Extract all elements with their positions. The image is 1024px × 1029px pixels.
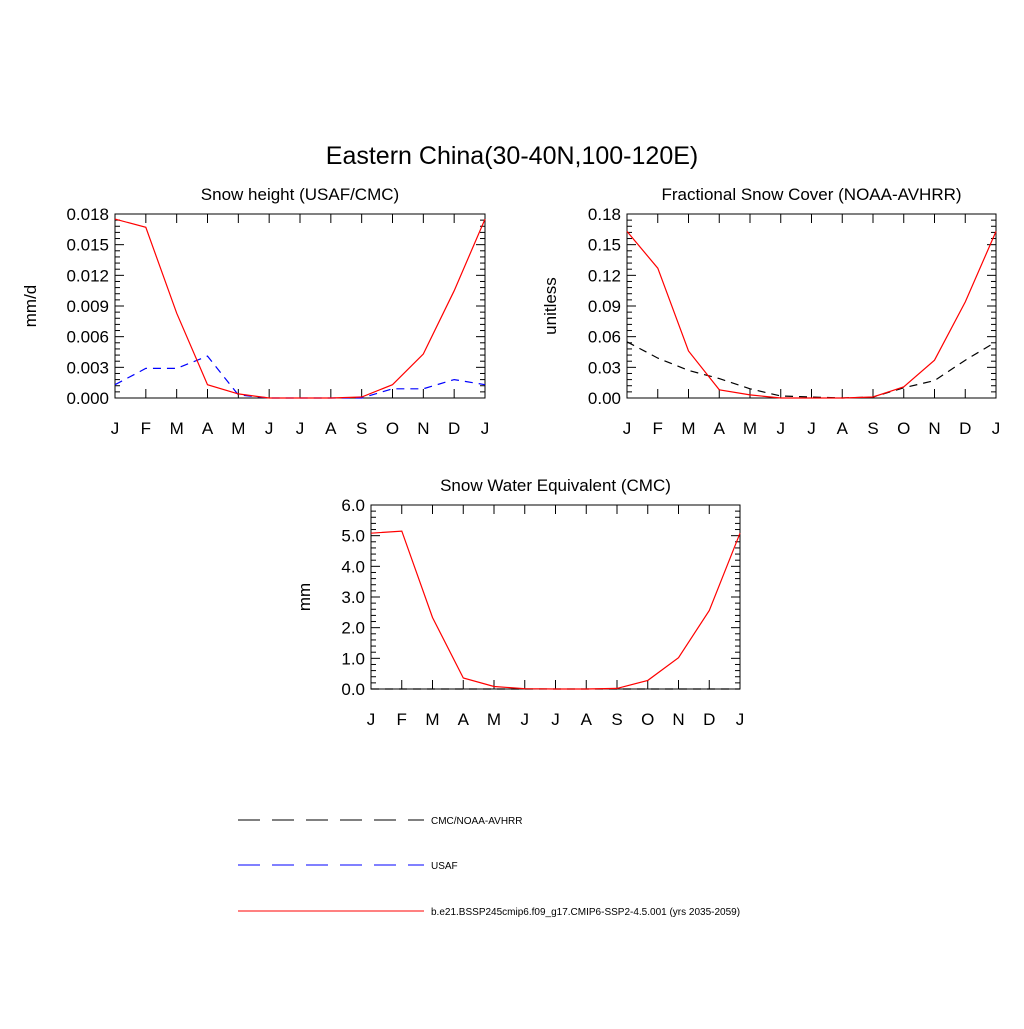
- y-tick-label: 0.0: [341, 680, 365, 699]
- x-tick-label: J: [296, 419, 305, 438]
- y-tick-label: 0.018: [66, 205, 109, 224]
- page-title: Eastern China(30-40N,100-120E): [326, 142, 698, 170]
- x-tick-label: A: [837, 419, 849, 438]
- x-tick-label: D: [959, 419, 971, 438]
- x-tick-label: J: [551, 710, 560, 729]
- legend-label: USAF: [431, 861, 458, 872]
- x-tick-label: J: [111, 419, 120, 438]
- x-tick-label: M: [743, 419, 757, 438]
- x-tick-label: O: [897, 419, 910, 438]
- y-tick-label: 0.09: [588, 297, 621, 316]
- x-tick-label: A: [202, 419, 214, 438]
- plot-frame: [370, 504, 741, 690]
- chart-fractional-snow-cover: Fractional Snow Cover (NOAA-AVHRR) unitle…: [541, 185, 1000, 438]
- plot-frame: [626, 213, 997, 399]
- y-tick-label: 1.0: [341, 649, 365, 668]
- x-tick-label: J: [777, 419, 786, 438]
- x-tick-label: F: [141, 419, 151, 438]
- x-tick-label: M: [681, 419, 695, 438]
- y-tick-label: 3.0: [341, 588, 365, 607]
- y-tick-label: 0.12: [588, 266, 621, 285]
- legend-label: b.e21.BSSP245cmip6.f09_g17.CMIP6-SSP2-4.…: [431, 907, 740, 918]
- x-tick-label: J: [521, 710, 530, 729]
- y-tick-label: 0.015: [66, 236, 109, 255]
- x-tick-label: A: [458, 710, 470, 729]
- y-tick-label: 0.006: [66, 328, 109, 347]
- x-tick-label: J: [623, 419, 632, 438]
- y-tick-label: 6.0: [341, 496, 365, 515]
- y-tick-label: 0.15: [588, 236, 621, 255]
- x-tick-label: N: [928, 419, 940, 438]
- x-tick-label: A: [714, 419, 726, 438]
- y-tick-label: 0.012: [66, 266, 109, 285]
- x-tick-label: F: [653, 419, 663, 438]
- chart-title: Snow Water Equivalent (CMC): [440, 476, 671, 495]
- x-tick-label: S: [867, 419, 878, 438]
- x-tick-label: D: [703, 710, 715, 729]
- y-tick-label: 0.18: [588, 205, 621, 224]
- y-tick-label: 4.0: [341, 557, 365, 576]
- y-tick-label: 0.00: [588, 389, 621, 408]
- y-axis-label: unitless: [541, 277, 560, 335]
- x-tick-label: M: [231, 419, 245, 438]
- legend-label: CMC/NOAA-AVHRR: [431, 816, 522, 827]
- x-tick-label: M: [487, 710, 501, 729]
- y-tick-label: 0.003: [66, 358, 109, 377]
- y-tick-label: 5.0: [341, 527, 365, 546]
- chart-snow-water-equivalent: Snow Water Equivalent (CMC)mmJ F M A M J J A S O N…: [295, 476, 744, 729]
- y-axis-label: mm/d: [21, 285, 40, 328]
- series-line-model: [626, 231, 997, 399]
- chart-snow-height: Snow height (USAF/CMC)mm/dJ F M A M J J A S O N D J0…: [21, 185, 489, 438]
- x-tick-label: N: [417, 419, 429, 438]
- y-tick-label: 0.000: [66, 389, 109, 408]
- x-tick-label: J: [367, 710, 376, 729]
- x-tick-label: J: [736, 710, 745, 729]
- x-tick-label: S: [356, 419, 367, 438]
- x-tick-label: A: [581, 710, 593, 729]
- legend: CMC/NOAA-AVHRR USAF b.e21.BSSP245cmip6.f09…: [238, 816, 740, 918]
- y-tick-label: 0.009: [66, 297, 109, 316]
- x-tick-label: J: [481, 419, 490, 438]
- x-tick-label: S: [611, 710, 622, 729]
- x-tick-label: O: [641, 710, 654, 729]
- x-tick-label: A: [325, 419, 337, 438]
- x-tick-label: J: [807, 419, 816, 438]
- x-tick-label: N: [672, 710, 684, 729]
- x-tick-label: M: [425, 710, 439, 729]
- series-line-model: [370, 530, 741, 690]
- y-tick-label: 0.06: [588, 328, 621, 347]
- x-tick-label: O: [386, 419, 399, 438]
- x-tick-label: J: [265, 419, 274, 438]
- y-tick-label: 0.03: [588, 358, 621, 377]
- y-tick-label: 2.0: [341, 619, 365, 638]
- plot-frame: [114, 213, 486, 399]
- x-tick-label: F: [397, 710, 407, 729]
- chart-title: Snow height (USAF/CMC): [201, 185, 399, 204]
- series-line-model: [114, 218, 486, 399]
- x-tick-label: D: [448, 419, 460, 438]
- x-tick-label: J: [992, 419, 1001, 438]
- y-axis-label: mm: [295, 583, 314, 611]
- chart-title: Fractional Snow Cover (NOAA-AVHRR): [661, 185, 961, 204]
- x-tick-label: M: [170, 419, 184, 438]
